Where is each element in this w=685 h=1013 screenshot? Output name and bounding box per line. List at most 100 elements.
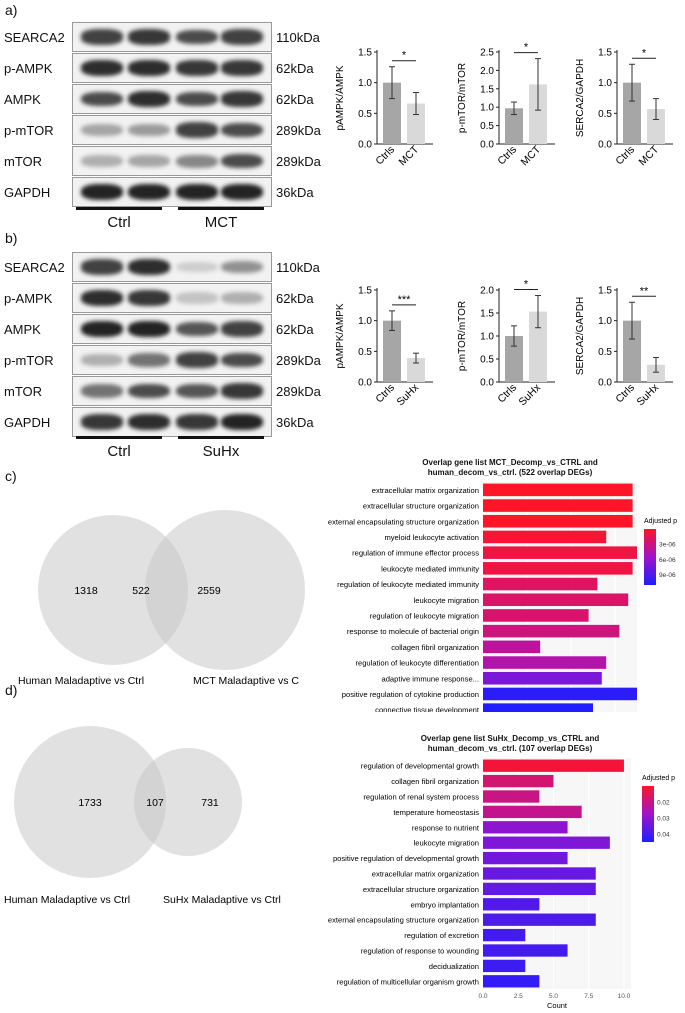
y-tick-label: 1.5 [480, 309, 494, 320]
western-blot-panel-a: SEARCA2 110kDa p-AMPK 62kDa AMPK 62kDa p-mTOR 2… [0, 22, 330, 212]
go-bar [483, 913, 596, 926]
blot-band [128, 383, 170, 399]
blot-band [81, 414, 123, 430]
blot-band [221, 383, 263, 399]
y-tick-label: 0.5 [598, 347, 612, 358]
blot-strip [72, 407, 272, 437]
legend-tick-label: 0.02 [657, 800, 670, 807]
blot-kda-label: 289kDa [276, 123, 321, 138]
bar [383, 320, 401, 382]
go-term-label: external encapsulating structure organiz… [328, 916, 479, 925]
go-bar [483, 790, 540, 803]
blot-kda-label: 110kDa [276, 260, 320, 275]
go-bar [483, 703, 593, 712]
venn-right-label-c: MCT Maladaptive vs C [193, 675, 299, 687]
venn-overlap-count-d: 107 [146, 797, 164, 809]
venn-circle-right-c [145, 510, 305, 670]
group-label-ctrl-a: Ctrl [107, 214, 131, 231]
bar [529, 311, 547, 382]
blot-band [176, 29, 218, 45]
significance-label: * [642, 47, 647, 59]
y-axis-label: p-mTOR/mTOR [457, 301, 468, 371]
blot-protein-label: SEARCA2 [4, 260, 65, 275]
western-blot-panel-b: SEARCA2 110kDa p-AMPK 62kDa AMPK 62kDa p-mTOR 2… [0, 252, 330, 442]
blot-band [176, 414, 218, 430]
go-term-label: external encapsulating structure organiz… [328, 517, 479, 526]
blot-band [128, 154, 170, 168]
legend-colorbar [644, 529, 656, 585]
blot-strip [72, 345, 272, 375]
venn-right-label-d: SuHx Maladaptive vs Ctrl [163, 894, 281, 906]
go-term-label: regulation of excretion [404, 931, 479, 940]
blot-band [221, 60, 263, 76]
go-term-label: positive regulation of cytokine producti… [342, 690, 479, 699]
bar [505, 108, 523, 144]
y-tick-label: 0.5 [480, 355, 494, 366]
go-bar [483, 562, 633, 575]
blot-band [81, 384, 123, 398]
blot-band [221, 29, 263, 45]
venn-left-count-d: 1733 [78, 797, 102, 809]
blot-band [81, 354, 123, 366]
bar [407, 103, 425, 144]
y-tick-label: 2.0 [480, 66, 494, 77]
blot-band [176, 154, 218, 168]
x-tick-label: 7.5 [584, 993, 593, 1000]
go-term-label: leukocyte migration [414, 596, 479, 605]
group-label-ctrl-b: Ctrl [107, 443, 131, 460]
blot-band [128, 321, 170, 337]
blot-band [176, 261, 218, 273]
go-bar [483, 671, 602, 685]
blot-protein-label: p-mTOR [4, 123, 54, 138]
y-tick-label: 1.0 [598, 316, 612, 327]
go-bar [483, 821, 568, 834]
go-bar [483, 593, 629, 607]
blot-band [176, 91, 218, 107]
blot-band [128, 414, 170, 430]
significance-label: * [524, 42, 529, 54]
blot-band [221, 184, 263, 200]
blot-strip [72, 53, 272, 83]
go-bar [483, 867, 596, 880]
x-tick-label: Ctrls [373, 382, 397, 406]
blot-band [128, 91, 170, 107]
x-tick-label: SuHx [634, 381, 661, 408]
blot-kda-label: 289kDa [276, 384, 321, 399]
y-tick-label: 1.0 [598, 78, 612, 89]
legend-colorbar [642, 786, 654, 842]
go-bar [483, 624, 620, 638]
blot-band [176, 292, 218, 304]
venn-left-label-d: Human Maladaptive vs Ctrl [4, 894, 130, 906]
blot-band [81, 91, 123, 107]
panel-letter-d: d) [5, 682, 18, 698]
go-term-label: regulation of developmental growth [361, 762, 479, 771]
go-bar [483, 656, 607, 669]
blot-band [81, 155, 123, 167]
go-bar [483, 483, 633, 497]
go-term-label: embryo implantation [411, 900, 479, 909]
y-tick-label: 2.5 [480, 48, 494, 59]
legend-tick-label: 0.03 [657, 816, 670, 823]
blot-protein-label: AMPK [4, 322, 41, 337]
go-bar [483, 805, 582, 819]
go-term-label: extracellular matrix organization [372, 870, 479, 879]
significance-label: *** [398, 294, 412, 306]
x-tick-label: 5.0 [549, 993, 558, 1000]
go-term-label: positive regulation of developmental gro… [333, 854, 479, 863]
blot-protein-label: GAPDH [4, 185, 51, 200]
blot-kda-label: 36kDa [276, 415, 314, 430]
blot-band [128, 29, 170, 45]
group-line-ctrl-a [76, 207, 162, 210]
blot-strip [72, 22, 272, 52]
blot-band [221, 352, 263, 368]
blot-strip [72, 314, 272, 344]
y-tick-label: 1.0 [358, 316, 372, 327]
legend-tick-label: 0.04 [657, 832, 670, 839]
blot-band [221, 122, 263, 138]
x-tick-label: MCT [637, 143, 662, 168]
x-tick-label: Ctrls [495, 382, 519, 406]
go-bar [483, 546, 637, 559]
